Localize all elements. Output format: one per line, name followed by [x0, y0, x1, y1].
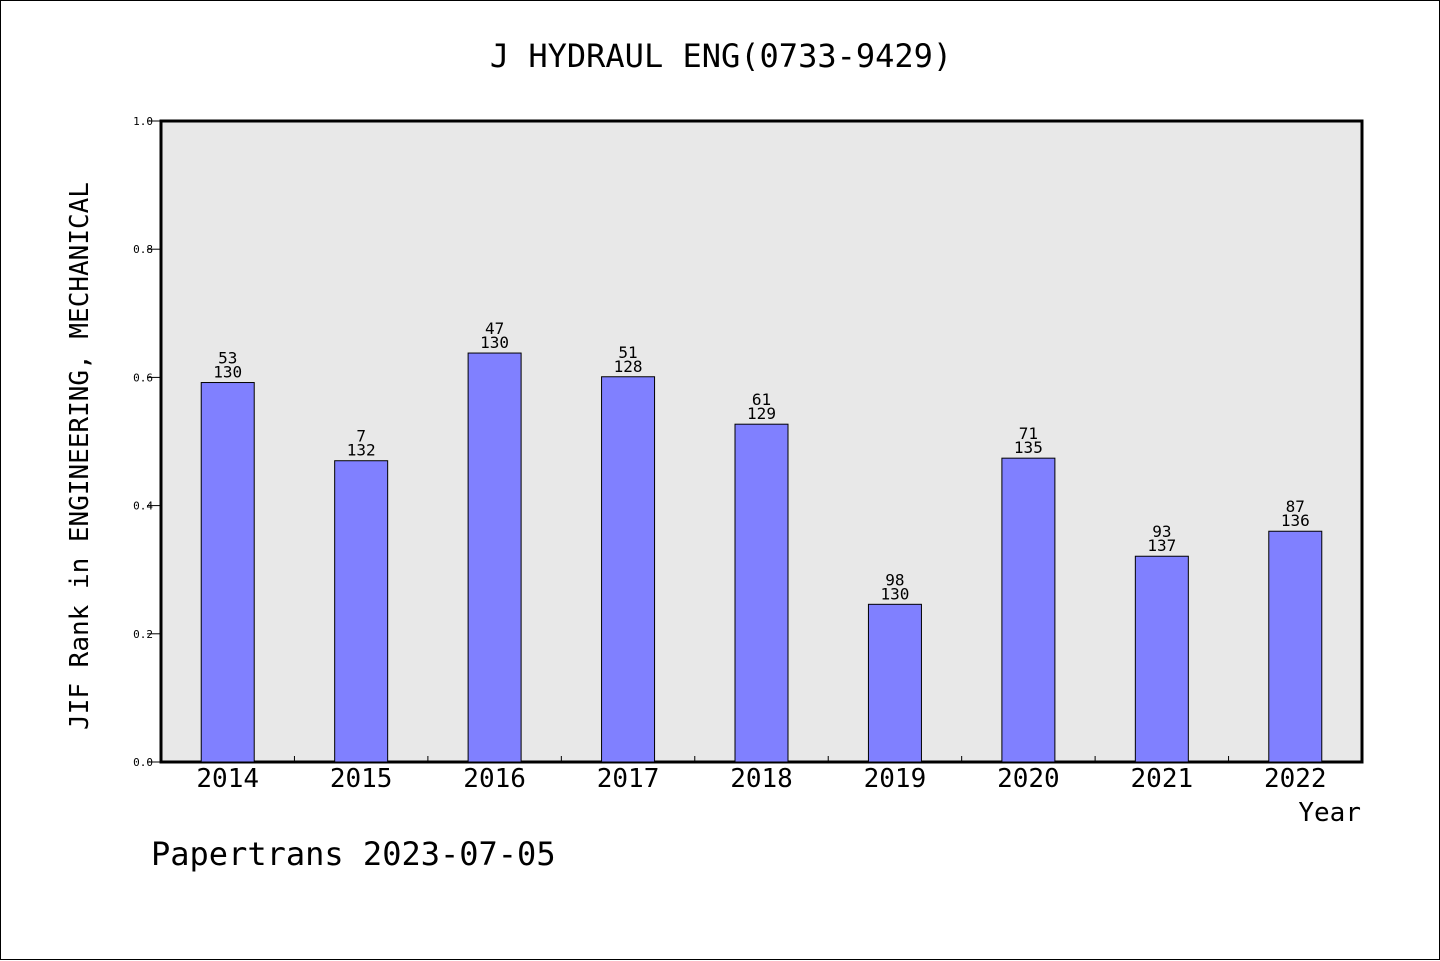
- x-tick-label: 2014: [196, 764, 259, 794]
- x-tick-label: 2020: [997, 764, 1060, 794]
- x-axis-label: Year: [1298, 798, 1361, 828]
- footer-credit: Papertrans 2023-07-05: [151, 835, 556, 873]
- bar-2015: [334, 460, 389, 763]
- bar-2021: [1134, 555, 1189, 763]
- bar-2019: [867, 603, 922, 763]
- bar-total-label: 128: [614, 357, 643, 376]
- bar-2014: [200, 382, 255, 763]
- bar-rank-label: 87: [1286, 497, 1305, 516]
- y-axis-label: JIF Rank in ENGINEERING, MECHANICAL: [65, 182, 95, 730]
- x-tick-label: 2022: [1264, 764, 1327, 794]
- bars-group: 5313071324713051128611299813071135931378…: [200, 319, 1323, 763]
- bar-total-label: 136: [1281, 511, 1310, 530]
- y-tick-label: 0.2: [133, 628, 153, 641]
- x-tick-label: 2015: [330, 764, 393, 794]
- x-tick-label: 2016: [463, 764, 526, 794]
- bar-2020: [1001, 457, 1056, 763]
- bar-total-label: 130: [880, 584, 909, 603]
- chart-title: J HYDRAUL ENG(0733-9429): [490, 37, 952, 75]
- bar-rank-label: 93: [1152, 522, 1171, 541]
- x-axis: 2014 2015 2016 2017 2018 2019 2020 2021 2022: [196, 756, 1327, 794]
- bar-total-label: 130: [480, 333, 509, 352]
- y-tick-label: 1.0: [133, 115, 153, 128]
- bar-rank-label: 98: [885, 570, 904, 589]
- y-tick-label: 0.4: [133, 500, 153, 513]
- bar-total-label: 130: [213, 363, 242, 382]
- y-tick-label: 0.8: [133, 243, 153, 256]
- bar-rank-label: 51: [618, 343, 637, 362]
- bar-2022: [1268, 530, 1323, 763]
- bar-rank-label: 53: [218, 349, 237, 368]
- y-axis: 0.0 0.2 0.4 0.6 0.8 1.0: [133, 115, 161, 769]
- bar-total-label: 132: [347, 441, 376, 460]
- bar-2017: [601, 376, 656, 763]
- x-tick-label: 2018: [730, 764, 793, 794]
- bar-total-label: 137: [1147, 536, 1176, 555]
- bar-total-label: 135: [1014, 438, 1043, 457]
- bar-rank-label: 61: [752, 390, 771, 409]
- x-tick-label: 2021: [1131, 764, 1194, 794]
- x-tick-label: 2019: [864, 764, 927, 794]
- bar-rank-label: 47: [485, 319, 504, 338]
- y-tick-label: 0.6: [133, 371, 153, 384]
- bar-2018: [734, 423, 789, 763]
- bar-2016: [467, 352, 522, 763]
- y-tick-label: 0.0: [133, 756, 153, 769]
- bar-rank-label: 7: [356, 427, 366, 446]
- bar-rank-label: 71: [1019, 424, 1038, 443]
- x-tick-label: 2017: [597, 764, 660, 794]
- bar-total-label: 129: [747, 404, 776, 423]
